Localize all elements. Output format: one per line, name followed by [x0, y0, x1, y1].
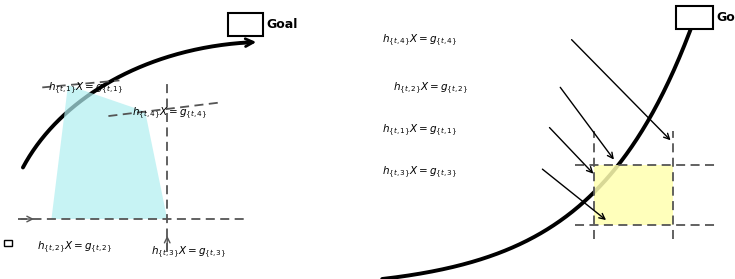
Text: $h_{\{t,1\}}X = g_{\{t,1\}}$: $h_{\{t,1\}}X = g_{\{t,1\}}$ — [382, 122, 458, 138]
Text: $h_{\{t,4\}}X = g_{\{t,4\}}$: $h_{\{t,4\}}X = g_{\{t,4\}}$ — [382, 33, 458, 48]
Bar — [594, 165, 673, 225]
Text: $h_{\{t,2\}}X = g_{\{t,2\}}$: $h_{\{t,2\}}X = g_{\{t,2\}}$ — [393, 80, 469, 96]
Text: $h_{\{t,1\}}X = g_{\{t,1\}}$: $h_{\{t,1\}}X = g_{\{t,1\}}$ — [48, 80, 123, 96]
Text: $h_{\{t,2\}}X = g_{\{t,2\}}$: $h_{\{t,2\}}X = g_{\{t,2\}}$ — [37, 239, 112, 255]
Bar — [676, 6, 713, 29]
Text: $h_{\{t,3\}}X = g_{\{t,3\}}$: $h_{\{t,3\}}X = g_{\{t,3\}}$ — [151, 245, 226, 260]
Text: Goal: Goal — [717, 11, 735, 24]
Bar — [228, 13, 263, 36]
Text: $h_{\{t,3\}}X = g_{\{t,3\}}$: $h_{\{t,3\}}X = g_{\{t,3\}}$ — [382, 164, 458, 179]
Text: Goal: Goal — [266, 18, 298, 31]
Polygon shape — [51, 85, 167, 219]
Text: $h_{\{t,4\}}X = g_{\{t,4\}}$: $h_{\{t,4\}}X = g_{\{t,4\}}$ — [132, 105, 208, 121]
